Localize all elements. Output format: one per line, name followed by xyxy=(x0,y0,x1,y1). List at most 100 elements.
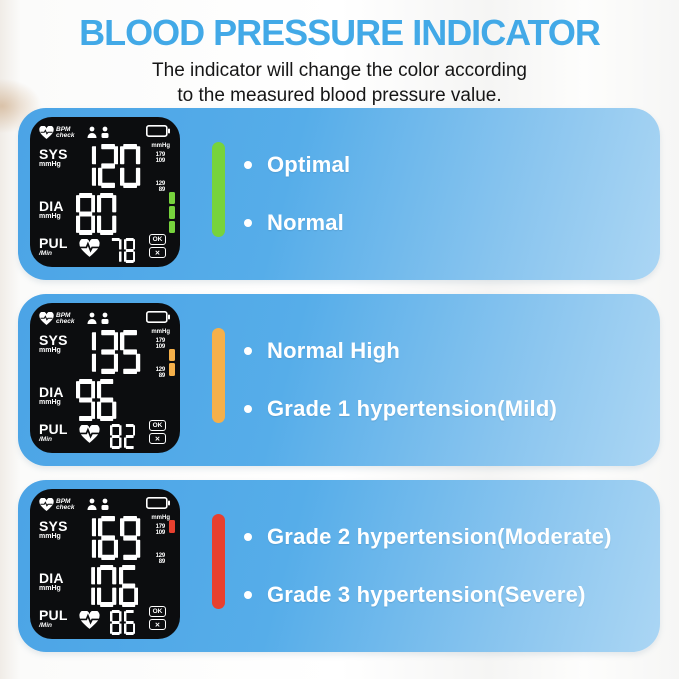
battery-indicator: mmHg xyxy=(146,496,170,521)
scale-segment xyxy=(169,177,175,190)
heart-logo-icon xyxy=(39,312,54,326)
list-item: Grade 1 hypertension(Mild) xyxy=(244,396,646,422)
bp-monitor-display: BPM check mmHg SYS mmHg 179 109 xyxy=(30,117,180,268)
ok-indicator-icon: OK xyxy=(149,606,166,618)
bullet-dot xyxy=(244,219,252,228)
bpm-check-logo: BPM check xyxy=(39,498,74,512)
battery-icon xyxy=(146,497,170,510)
classification-label: Grade 2 hypertension(Moderate) xyxy=(267,524,612,550)
pul-label: PUL xyxy=(39,235,68,252)
scale-segment xyxy=(169,220,175,234)
scale-segment xyxy=(169,564,175,577)
sys-value xyxy=(76,330,141,375)
bp-monitor-display: BPM check mmHg SYS mmHg 179 109 xyxy=(30,303,180,454)
battery-indicator: mmHg xyxy=(146,124,170,149)
ok-indicator-icon: OK xyxy=(149,234,166,246)
color-indicator-bar xyxy=(212,142,225,238)
threshold-marker-high: 179 109 xyxy=(155,152,166,165)
scale-segment xyxy=(169,407,175,420)
classification-list: Optimal Normal xyxy=(244,108,646,280)
classification-label: Grade 3 hypertension(Severe) xyxy=(267,582,586,608)
battery-unit-label: mmHg xyxy=(151,515,170,522)
threshold-marker-mid: 129 89 xyxy=(155,181,166,194)
user-b-icon xyxy=(101,498,109,511)
classification-list: Grade 2 hypertension(Moderate) Grade 3 h… xyxy=(244,480,646,652)
scale-segment xyxy=(169,378,175,391)
scale-segment xyxy=(169,148,175,161)
movement-indicator-icon: ✕ xyxy=(149,619,166,631)
classification-scale xyxy=(169,334,175,419)
scale-segment xyxy=(169,593,175,606)
threshold-marker-high: 179 109 xyxy=(155,338,166,351)
dia-label-group: DIA mmHg xyxy=(39,571,64,593)
pul-label: PUL xyxy=(39,421,68,438)
brand-text: BPM check xyxy=(56,125,75,140)
list-item: Grade 3 hypertension(Severe) xyxy=(244,582,646,608)
bpm-check-logo: BPM check xyxy=(39,126,74,140)
list-item: Optimal xyxy=(244,152,646,178)
sys-value xyxy=(76,144,141,189)
pul-value xyxy=(110,424,135,450)
scale-segment xyxy=(169,163,175,176)
classification-scale xyxy=(169,148,175,234)
bullet-dot xyxy=(244,161,252,170)
battery-unit-label: mmHg xyxy=(151,143,170,150)
user-a-icon xyxy=(87,498,97,511)
pul-unit: /Min xyxy=(39,622,52,630)
subtitle-line-2: to the measured blood pressure value. xyxy=(177,85,502,107)
bp-monitor-display: BPM check mmHg SYS mmHg 179 109 xyxy=(30,489,180,640)
list-item: Grade 2 hypertension(Moderate) xyxy=(244,524,646,550)
battery-unit-label: mmHg xyxy=(151,329,170,336)
dia-unit: mmHg xyxy=(39,585,61,593)
dia-label: DIA xyxy=(39,384,64,401)
pul-value xyxy=(110,610,135,636)
color-indicator-bar xyxy=(212,514,225,610)
scale-segment xyxy=(169,520,175,533)
scale-segment xyxy=(169,578,175,591)
user-b-icon xyxy=(101,126,109,139)
classification-label: Grade 1 hypertension(Mild) xyxy=(267,396,558,422)
dia-label: DIA xyxy=(39,198,64,215)
color-indicator-bar xyxy=(212,328,225,424)
pul-value xyxy=(110,238,135,264)
movement-indicator-icon: ✕ xyxy=(149,433,166,445)
brand-text: BPM check xyxy=(56,311,75,326)
list-item: Normal xyxy=(244,210,646,236)
pul-unit: /Min xyxy=(39,436,52,444)
pulse-heart-icon xyxy=(79,611,100,630)
bullet-dot xyxy=(244,533,252,542)
scale-segment xyxy=(169,348,175,362)
battery-icon xyxy=(146,125,170,138)
bullet-dot xyxy=(244,405,252,414)
sys-label: SYS xyxy=(39,146,68,163)
dia-label-group: DIA mmHg xyxy=(39,198,64,220)
battery-icon xyxy=(146,311,170,324)
sys-label: SYS xyxy=(39,518,68,535)
page-subtitle: The indicator will change the color acco… xyxy=(0,58,679,108)
dia-value xyxy=(76,193,117,236)
pul-label-group: PUL /Min xyxy=(39,608,68,630)
subtitle-line-1: The indicator will change the color acco… xyxy=(152,60,527,81)
classification-scale xyxy=(169,520,175,605)
scale-segment xyxy=(169,549,175,562)
pul-label-group: PUL /Min xyxy=(39,235,68,258)
status-badges: OK ✕ xyxy=(149,234,166,259)
bullet-dot xyxy=(244,591,252,600)
pul-unit: /Min xyxy=(39,250,52,258)
sys-label-group: SYS mmHg xyxy=(39,146,68,168)
movement-indicator-icon: ✕ xyxy=(149,247,166,259)
page-title: BLOOD PRESSURE INDICATOR xyxy=(79,12,601,53)
heart-logo-icon xyxy=(39,498,54,512)
scale-segment xyxy=(169,363,175,376)
dia-value xyxy=(76,565,138,608)
sys-label-group: SYS mmHg xyxy=(39,518,68,540)
scale-segment xyxy=(169,191,175,205)
battery-indicator: mmHg xyxy=(146,310,170,335)
status-badges: OK ✕ xyxy=(149,606,166,631)
panel-grade2-grade3: BPM check mmHg SYS mmHg 179 109 xyxy=(18,480,660,653)
bpm-check-logo: BPM check xyxy=(39,312,74,326)
scale-segment xyxy=(169,535,175,548)
sys-label: SYS xyxy=(39,332,68,349)
panel-normal-high-grade1: BPM check mmHg SYS mmHg 179 109 xyxy=(18,294,660,467)
status-badges: OK ✕ xyxy=(149,420,166,445)
